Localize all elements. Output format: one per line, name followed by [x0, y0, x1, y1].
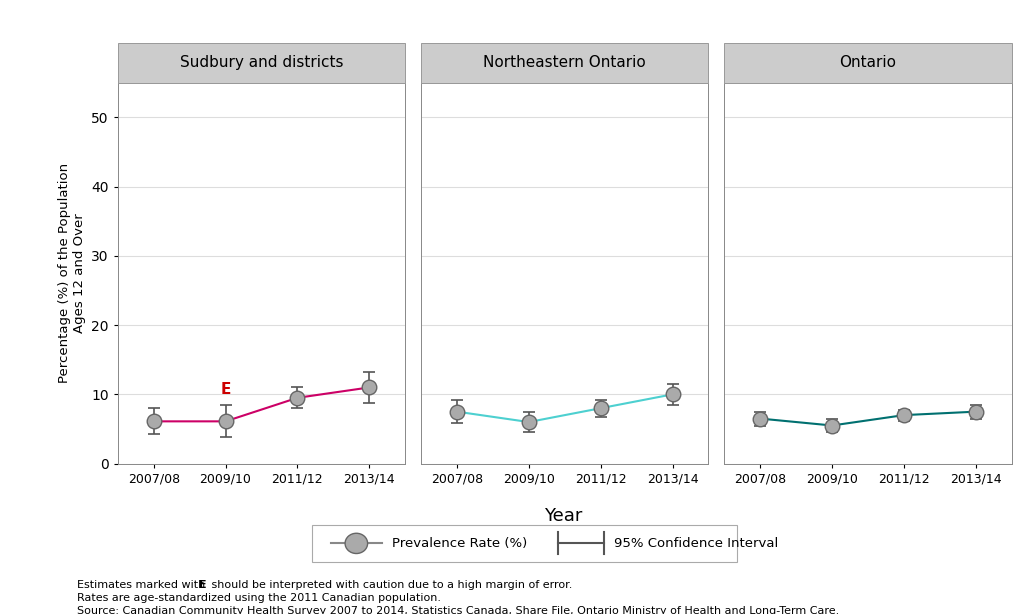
Point	[520, 417, 537, 427]
Text: Sudbury and districts: Sudbury and districts	[180, 55, 343, 71]
Point	[824, 421, 841, 430]
Text: should be interpreted with caution due to a high margin of error.: should be interpreted with caution due t…	[209, 580, 572, 590]
Text: Ontario: Ontario	[840, 55, 896, 71]
Point	[361, 383, 378, 392]
Text: Source: Canadian Community Health Survey 2007 to 2014, Statistics Canada, Share : Source: Canadian Community Health Survey…	[77, 606, 839, 614]
Point	[449, 406, 465, 416]
Text: Estimates marked with: Estimates marked with	[77, 580, 209, 590]
Text: 95% Confidence Interval: 95% Confidence Interval	[614, 537, 778, 550]
Text: Prevalence Rate (%): Prevalence Rate (%)	[392, 537, 527, 550]
Point	[593, 403, 609, 413]
Text: E: E	[199, 580, 207, 590]
Point	[968, 406, 984, 416]
Text: Northeastern Ontario: Northeastern Ontario	[483, 55, 646, 71]
Point	[217, 416, 233, 426]
Text: Rates are age-standardized using the 2011 Canadian population.: Rates are age-standardized using the 201…	[77, 593, 440, 603]
Text: E: E	[220, 382, 230, 397]
Point	[145, 416, 162, 426]
Point	[752, 414, 768, 424]
Point	[665, 389, 681, 399]
Point	[896, 410, 912, 420]
Point	[289, 393, 305, 403]
Text: Year: Year	[544, 507, 583, 524]
Y-axis label: Percentage (%) of the Population
Ages 12 and Over: Percentage (%) of the Population Ages 12…	[57, 163, 86, 383]
